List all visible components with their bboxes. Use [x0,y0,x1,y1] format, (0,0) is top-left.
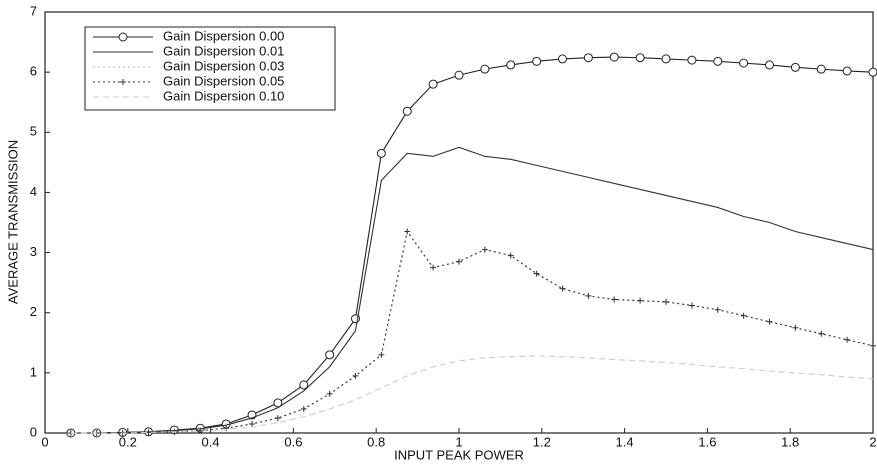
point-marker [378,351,385,358]
point-marker [299,380,309,390]
point-marker [456,258,462,265]
x-tick-label: 1.8 [781,434,799,449]
point-marker [532,56,542,66]
x-tick-label: 0.6 [284,434,302,449]
point-marker [274,414,281,421]
point-marker [818,330,825,337]
series-line [70,56,874,434]
point-marker [661,54,671,64]
legend-label: Gain Dispersion 0.10 [163,88,284,103]
point-marker [376,148,386,158]
y-tick-label: 1 [30,364,37,379]
y-tick-label: 4 [30,184,37,199]
point-marker [765,60,774,70]
point-marker [559,285,566,292]
point-marker [558,54,567,64]
y-axis-label: AVERAGE TRANSMISSION [5,140,20,304]
point-marker [481,246,488,253]
point-marker [533,270,540,277]
point-marker [506,60,516,70]
x-tick-label: 2 [869,434,876,449]
point-marker [507,252,514,259]
legend-box [84,26,336,111]
point-marker [611,296,618,303]
y-tick-label: 5 [30,124,37,139]
point-marker [430,264,437,271]
x-tick-label: 0 [41,434,48,449]
point-marker [713,56,723,66]
point-marker [870,342,876,349]
legend-label: Gain Dispersion 0.03 [163,58,284,73]
point-marker [273,398,283,408]
point-marker [223,425,230,432]
x-tick-label: 1.2 [533,434,551,449]
point-marker [790,62,800,72]
point-marker [688,302,695,309]
series-line [70,230,874,434]
point-marker [402,106,412,116]
point-marker [480,64,490,74]
legend-label: Gain Dispersion 0.05 [163,73,284,88]
point-marker [663,298,669,305]
point-marker [792,324,799,331]
point-marker [687,55,697,65]
point-marker [454,70,464,80]
point-marker [816,64,826,74]
point-marker [609,52,619,62]
legend-marker [120,79,126,85]
x-axis-label: INPUT PEAK POWER [394,447,524,462]
x-tick-label: 0.4 [202,434,220,449]
y-tick-label: 6 [30,64,37,79]
point-marker [740,312,747,319]
legend-marker [118,32,128,42]
y-tick-label: 7 [30,3,37,18]
point-marker [868,67,877,77]
point-marker [585,292,592,299]
point-marker [635,53,645,63]
point-marker [842,66,852,76]
y-tick-label: 3 [30,244,37,259]
point-marker [352,372,359,379]
point-marker [326,390,333,397]
x-tick-label: 1.4 [616,434,634,449]
series-line [70,355,874,434]
point-marker [637,297,644,304]
point-marker [325,350,335,360]
point-marker [300,405,307,412]
legend-label: Gain Dispersion 0.01 [163,43,284,58]
series-line [70,146,874,434]
point-marker [249,420,255,427]
x-tick-label: 1 [455,434,462,449]
point-marker [428,79,438,89]
y-tick-label: 2 [30,304,37,319]
point-marker [583,53,593,63]
x-tick-label: 0.2 [119,434,137,449]
legend-label: Gain Dispersion 0.00 [163,28,284,43]
point-marker [714,306,721,313]
series-line [70,230,874,434]
point-marker [844,336,851,343]
x-tick-label: 0.8 [367,434,385,449]
y-tick-label: 0 [30,424,37,439]
x-tick-label: 1.6 [698,434,716,449]
point-marker [404,228,411,235]
point-marker [766,318,773,325]
point-marker [739,58,749,68]
